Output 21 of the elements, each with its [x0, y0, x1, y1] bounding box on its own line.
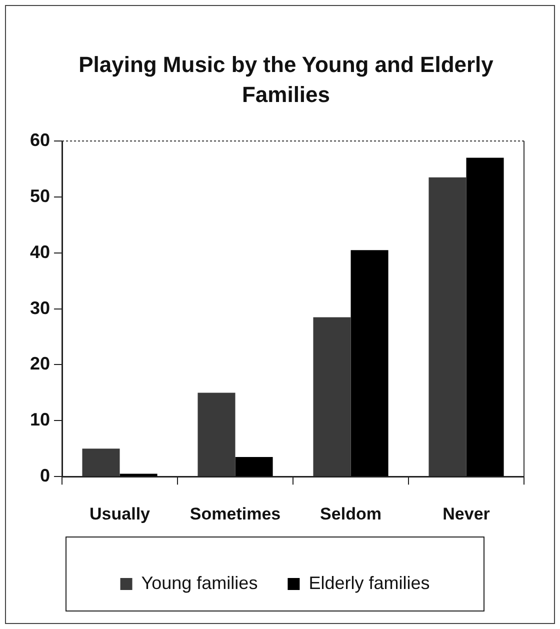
y-tick-label: 60: [30, 130, 50, 150]
chart-title: Playing Music by the Young and Elderly Families: [78, 51, 494, 109]
y-tick-label: 20: [30, 354, 50, 374]
bar: [235, 457, 273, 476]
y-tick-label: 0: [40, 466, 50, 486]
bar: [313, 317, 351, 476]
bar: [428, 177, 466, 476]
x-tick-label: Seldom: [320, 504, 382, 524]
x-tick-label: Usually: [90, 504, 151, 524]
x-tick-label: Never: [442, 504, 490, 524]
x-tick-label: Sometimes: [190, 504, 281, 524]
bar: [350, 250, 388, 476]
legend-label: Young families: [141, 572, 258, 593]
legend-label: Elderly families: [308, 572, 430, 593]
bar: [198, 392, 236, 476]
y-tick-label: 30: [30, 298, 50, 318]
y-tick-label: 40: [30, 242, 50, 262]
bar: [82, 448, 120, 476]
y-tick-label: 50: [30, 186, 50, 206]
y-tick-label: 10: [30, 410, 50, 430]
bar: [466, 158, 504, 476]
